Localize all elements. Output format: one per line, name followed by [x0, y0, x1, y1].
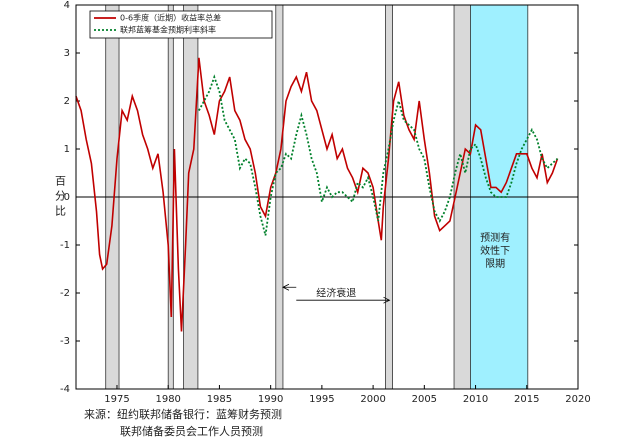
y-tick-label: -3 [60, 336, 70, 347]
x-tick-label: 1995 [309, 394, 334, 405]
x-tick-label: 1985 [207, 394, 232, 405]
region-label: 限期 [485, 258, 505, 270]
y-tick-label: 0 [64, 192, 70, 203]
series-line [75, 57, 559, 332]
y-axis-label: 百分比 [54, 175, 67, 220]
x-tick-label: 2020 [565, 394, 590, 405]
y-tick-label: 3 [64, 48, 70, 59]
annotation-text: 经济衰退 [316, 287, 356, 300]
legend-box [89, 10, 273, 39]
series-line [198, 74, 559, 236]
x-tick-label: 1980 [155, 394, 180, 405]
source-line: 联邦储备委员会工作人员预测 [120, 424, 263, 438]
y-tick-label: 4 [64, 0, 70, 11]
plot-frame [75, 4, 579, 390]
annotation-arrow [282, 283, 297, 291]
x-tick-label: 2000 [360, 394, 385, 405]
source-line: 来源：纽约联邦储备银行：蓝筹财务预测 [84, 407, 282, 421]
annotation-arrow [296, 296, 391, 304]
region-label: 效性下 [480, 244, 510, 257]
y-tick-label: -2 [60, 288, 70, 299]
x-tick-label: 2005 [412, 394, 437, 405]
legend-label: 联邦蓝筹基金预期利率斜率 [120, 25, 216, 35]
legend-label: 0-6季度（近期）收益率总差 [120, 13, 221, 23]
y-tick-label: 2 [64, 96, 70, 107]
x-tick-label: 1990 [258, 394, 283, 405]
region-label: 预测有 [480, 231, 510, 244]
y-tick-label: -1 [60, 240, 70, 251]
y-tick-label: -4 [60, 384, 70, 395]
y-tick-label: 1 [64, 144, 70, 155]
x-tick-label: 1975 [104, 394, 129, 405]
x-tick-label: 2010 [463, 394, 488, 405]
x-tick-label: 2015 [514, 394, 539, 405]
